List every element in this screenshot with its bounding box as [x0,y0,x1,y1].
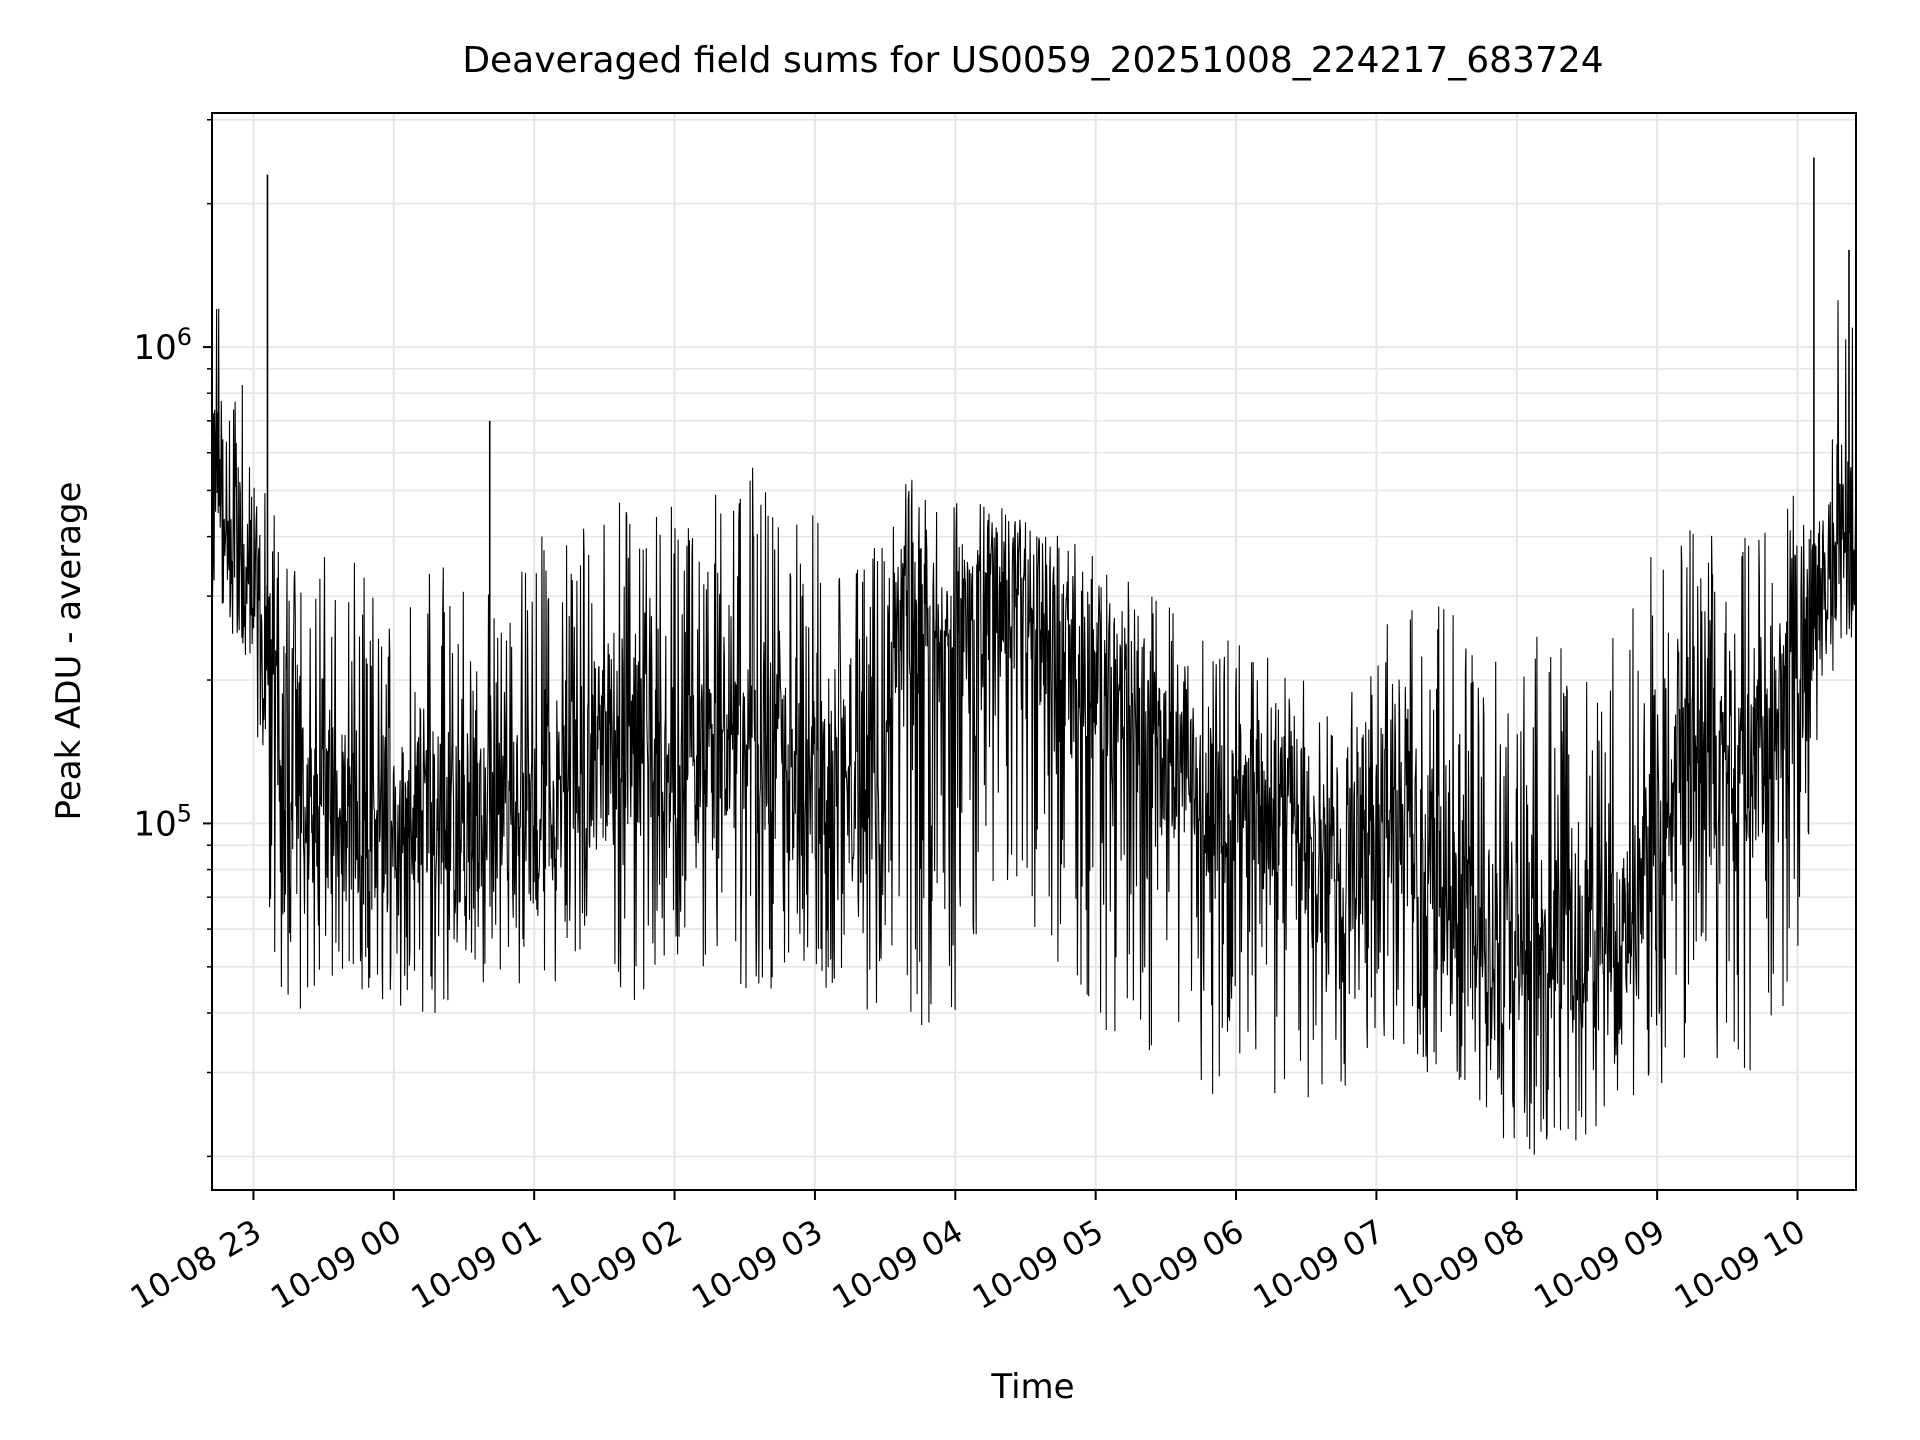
y-axis: 105 106 [133,119,212,1158]
y-tick-label: 106 [133,323,192,368]
x-axis-label: Time [990,1367,1074,1407]
chart-title: Deaveraged field sums for US0059_2025100… [462,40,1603,81]
data-layer [211,157,1857,1155]
series-line [211,300,1857,1155]
plot-area-frame [211,112,1857,1191]
y-tick-label: 105 [133,799,192,844]
y-axis-label: Peak ADU - average [49,482,89,821]
